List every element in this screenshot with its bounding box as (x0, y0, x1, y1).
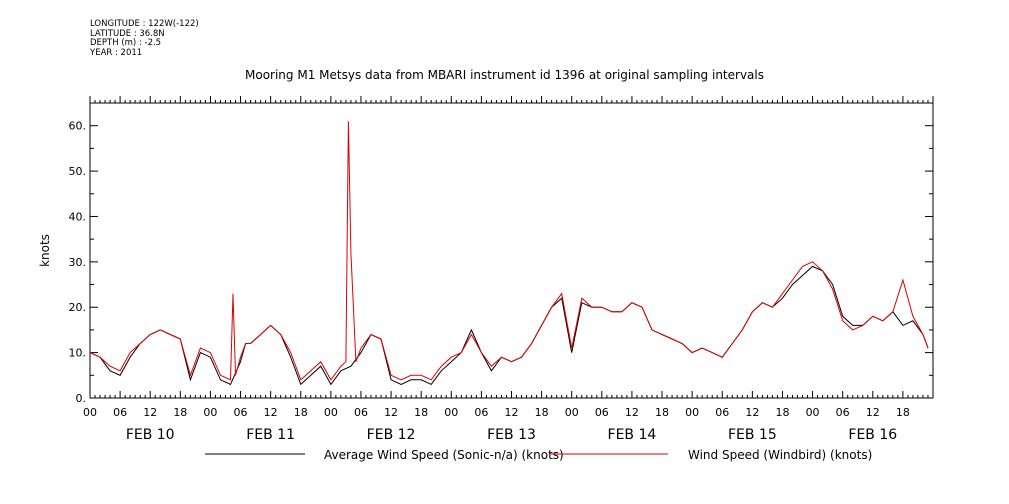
x-tick-label: 00 (565, 406, 579, 419)
metadata-block: LONGITUDE : 122W(-122) LATITUDE : 36.8N … (90, 19, 199, 58)
chart-series (89, 121, 929, 386)
y-tick-label: 40. (69, 210, 87, 223)
y-tick-label: 20. (69, 301, 87, 314)
x-tick-label: 06 (474, 406, 488, 419)
x-tick-label: 06 (595, 406, 609, 419)
x-tick-label: 06 (354, 406, 368, 419)
latitude-text: LATITUDE : 36.8N (90, 28, 165, 39)
day-label: FEB 15 (728, 427, 777, 443)
x-tick-label: 00 (444, 406, 458, 419)
x-tick-label: 18 (535, 406, 549, 419)
chart-legend: Average Wind Speed (Sonic-n/a) (knots) Wi… (205, 448, 872, 462)
y-tick-label: 30. (69, 256, 87, 269)
day-label: FEB 14 (608, 427, 657, 443)
x-tick-label: 06 (234, 406, 248, 419)
x-tick-label: 12 (625, 406, 639, 419)
series-line-0 (89, 265, 929, 386)
x-tick-label: 12 (384, 406, 398, 419)
day-label: FEB 16 (848, 427, 897, 443)
x-tick-label: 06 (836, 406, 850, 419)
x-tick-label: 18 (173, 406, 187, 419)
day-label: FEB 11 (246, 427, 295, 443)
chart-axes: 0. 10. 20. 30. 40. 50. 60. 00 06 12 18 00 06 12 18 00 06… (38, 96, 934, 443)
year-text: YEAR : 2011 (90, 47, 143, 58)
x-tick-label: 06 (113, 406, 127, 419)
x-tick-label: 18 (655, 406, 669, 419)
x-tick-label: 00 (806, 406, 820, 419)
day-label: FEB 10 (126, 427, 175, 443)
x-tick-label: 00 (324, 406, 338, 419)
chart-title: Mooring M1 Metsys data from MBARI instru… (245, 68, 764, 82)
day-label: FEB 12 (367, 427, 416, 443)
x-tick-label: 12 (866, 406, 880, 419)
x-tick-label: 18 (414, 406, 428, 419)
depth-text: DEPTH (m) : -2.5 (90, 38, 162, 48)
plot-frame (89, 102, 934, 399)
series-line-1 (89, 121, 929, 381)
y-axis-label: knots (38, 234, 52, 267)
legend-label-0: Average Wind Speed (Sonic-n/a) (knots) (324, 448, 564, 462)
x-tick-label: 12 (143, 406, 157, 419)
x-tick-label: 00 (83, 406, 97, 419)
x-tick-label: 18 (896, 406, 910, 419)
x-tick-label: 18 (775, 406, 789, 419)
x-tick-label: 18 (294, 406, 308, 419)
y-tick-label: 0. (76, 392, 87, 405)
x-tick-label: 00 (685, 406, 699, 419)
y-tick-label: 10. (69, 347, 87, 360)
day-label: FEB 13 (487, 427, 536, 443)
longitude-text: LONGITUDE : 122W(-122) (90, 19, 199, 29)
x-tick-label: 00 (203, 406, 217, 419)
x-tick-label: 12 (745, 406, 759, 419)
y-tick-label: 60. (69, 120, 87, 133)
x-tick-label: 12 (264, 406, 278, 419)
x-tick-label: 06 (715, 406, 729, 419)
x-tick-label: 12 (505, 406, 519, 419)
y-tick-label: 50. (69, 165, 87, 178)
legend-label-1: Wind Speed (Windbird) (knots) (688, 448, 872, 462)
